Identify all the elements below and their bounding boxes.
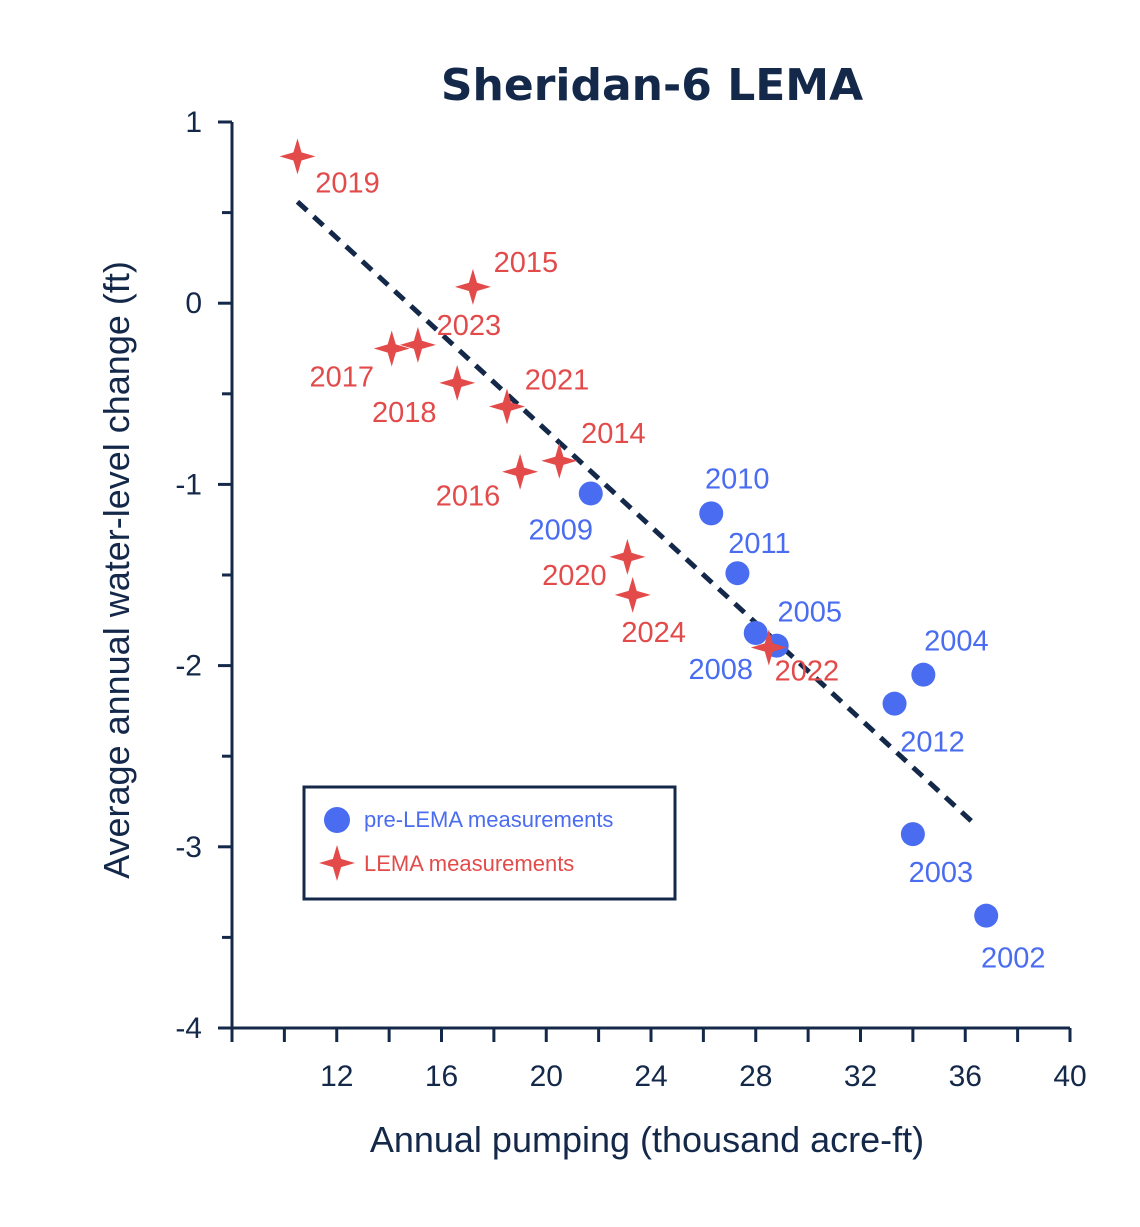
data-label-2018: 2018 <box>372 397 437 429</box>
data-label-2024: 2024 <box>621 617 686 649</box>
point-pre-lema-2004 <box>911 662 936 687</box>
legend-circle-icon <box>324 807 350 833</box>
x-tick-label: 40 <box>1053 1060 1086 1093</box>
point-lema-2018 <box>439 364 476 401</box>
data-label-2023: 2023 <box>437 310 502 342</box>
data-label-2015: 2015 <box>494 247 559 279</box>
y-tick-label: -2 <box>175 650 202 683</box>
legend: pre-LEMA measurements LEMA measurements <box>302 785 677 901</box>
point-pre-lema-2009 <box>578 481 603 506</box>
data-label-2009: 2009 <box>529 514 594 546</box>
legend-star-icon <box>319 845 355 881</box>
data-label-2012: 2012 <box>900 727 965 759</box>
point-lema-2022 <box>750 629 787 666</box>
axes: 10-1-2-3-412 16 20 24 28 32 36 40 <box>175 106 1086 1093</box>
x-tick-label: 36 <box>949 1060 982 1093</box>
data-points <box>279 138 999 928</box>
legend-box <box>302 785 677 901</box>
point-pre-lema-2010 <box>699 501 724 526</box>
point-lema-2015 <box>454 268 491 305</box>
data-label-2014: 2014 <box>581 418 646 450</box>
point-lema-2016 <box>502 453 539 490</box>
point-lema-2017 <box>373 330 410 367</box>
point-pre-lema-2012 <box>882 691 907 716</box>
point-lema-2023 <box>399 326 436 363</box>
point-lema-2020 <box>609 538 646 575</box>
x-tick-label: 20 <box>530 1060 563 1093</box>
point-lema-2014 <box>541 442 578 479</box>
x-tick-label: 24 <box>634 1060 667 1093</box>
point-pre-lema-2011 <box>725 561 750 586</box>
point-lema-2021 <box>489 388 525 425</box>
data-label-2005: 2005 <box>777 597 842 629</box>
data-label-2003: 2003 <box>909 857 974 889</box>
x-tick-label: 28 <box>739 1060 772 1093</box>
chart-title: Sheridan-6 LEMA <box>441 60 863 111</box>
data-label-2002: 2002 <box>981 943 1046 975</box>
data-label-2019: 2019 <box>315 167 380 199</box>
y-tick-label: 0 <box>185 287 202 320</box>
legend-label-pre-lema: pre-LEMA measurements <box>364 807 613 832</box>
legend-label-lema: LEMA measurements <box>364 851 574 876</box>
data-label-2017: 2017 <box>309 362 374 394</box>
x-tick-label: 12 <box>320 1060 353 1093</box>
data-label-2016: 2016 <box>436 481 501 513</box>
y-tick-label: -3 <box>175 831 202 864</box>
x-axis-label: Annual pumping (thousand acre-ft) <box>370 1119 924 1160</box>
data-label-2021: 2021 <box>525 364 590 396</box>
point-pre-lema-2003 <box>900 822 925 847</box>
trendline-group <box>295 199 978 827</box>
trendline <box>295 199 978 827</box>
point-pre-lema-2002 <box>974 903 999 928</box>
y-tick-label: 1 <box>185 106 202 139</box>
point-lema-2024 <box>614 576 651 613</box>
data-label-2008: 2008 <box>688 654 753 686</box>
data-label-2011: 2011 <box>728 528 790 560</box>
y-axis-label: Average annual water-level change (ft) <box>96 261 137 879</box>
data-label-2020: 2020 <box>542 560 607 592</box>
data-label-2010: 2010 <box>705 463 770 495</box>
y-tick-label: -1 <box>175 468 202 501</box>
x-tick-label: 32 <box>844 1060 877 1093</box>
point-labels: 2002 2003 2004 2005 2008 2009 2010 2011 2012 2014… <box>309 167 1045 974</box>
y-tick-label: -4 <box>175 1012 202 1045</box>
data-label-2004: 2004 <box>924 626 989 658</box>
point-lema-2019 <box>279 138 316 175</box>
x-tick-label: 16 <box>425 1060 458 1093</box>
point-pre-lema-2008 <box>743 620 768 645</box>
data-label-2022: 2022 <box>775 655 840 687</box>
